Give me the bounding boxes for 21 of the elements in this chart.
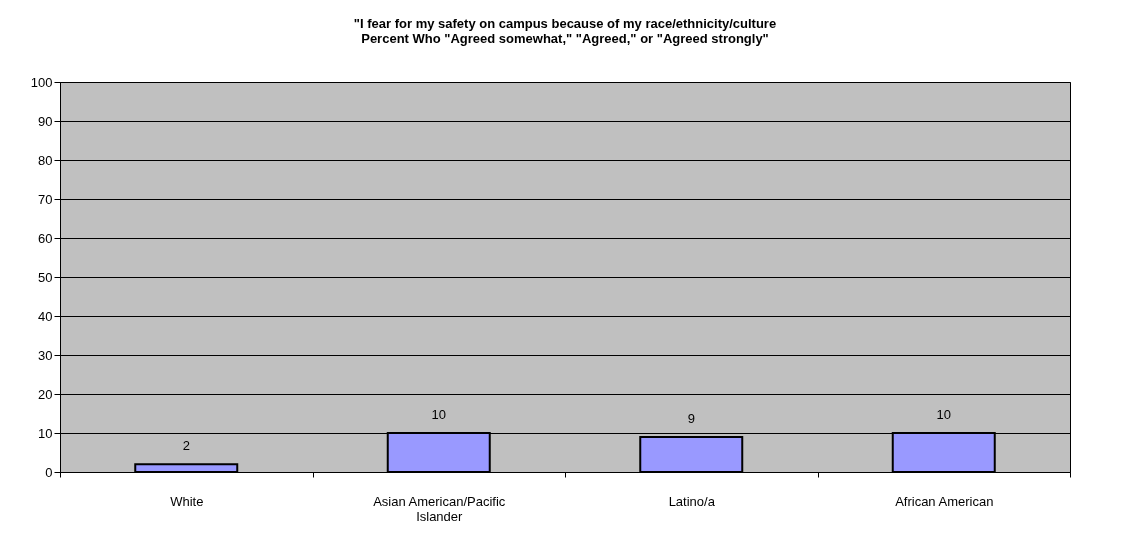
y-tick-label: 40 (38, 308, 53, 324)
data-label: 9 (687, 410, 695, 426)
y-tick-label: 60 (38, 230, 53, 246)
x-tick-label: Asian American/Pacific Islander (373, 493, 506, 524)
x-tick-label: White (170, 493, 204, 509)
y-tick-label: 0 (45, 464, 53, 480)
x-tick-label: Latino/a (668, 493, 716, 509)
text: Percent Who "Agreed somewhat," "Agreed," or "Agreed strongly" (361, 31, 769, 46)
y-tick-label: 30 (38, 347, 53, 363)
data-label: 10 (936, 407, 951, 422)
y-tick-label: 80 (38, 152, 53, 168)
y-tick-label: 100 (30, 74, 53, 90)
data-label: 2 (182, 438, 190, 454)
y-tick-label: 70 (38, 191, 53, 207)
y-tick-label: 90 (38, 113, 53, 129)
y-tick-label: 20 (38, 386, 53, 402)
data-label: 10 (431, 407, 446, 422)
y-tick-label: 50 (38, 269, 53, 285)
y-tick-label: 10 (38, 425, 53, 441)
text: "I fear for my safety on campus because of my race/ethnicity/culture (353, 16, 777, 31)
x-tick-label: African American (895, 493, 994, 509)
